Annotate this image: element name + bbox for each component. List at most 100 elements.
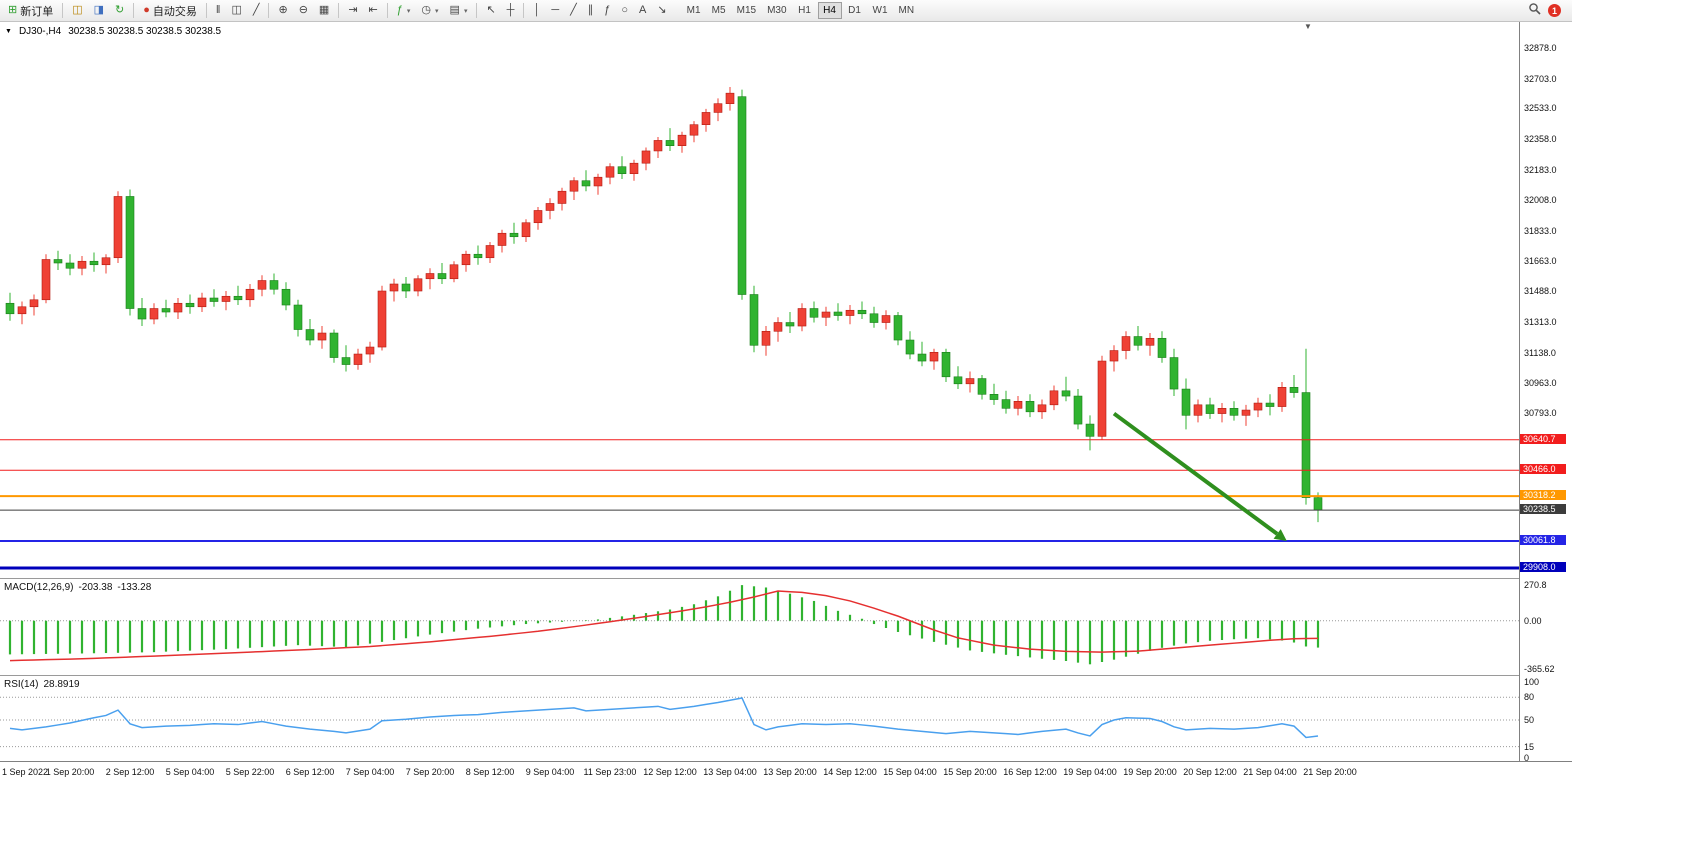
chart-shift-icon: ⇤	[368, 4, 378, 16]
zoom-out-button[interactable]: ⊖	[294, 2, 313, 20]
shapes-button[interactable]: ○	[616, 2, 633, 20]
toolbar-separator	[476, 3, 478, 18]
time-axis-label: 11 Sep 23:00	[583, 767, 637, 777]
autotrade-icon: ●	[143, 4, 150, 16]
candlestick-chart-button[interactable]: ◫	[226, 2, 246, 20]
horizontal-line-button[interactable]: ─	[546, 2, 564, 20]
time-axis-label: 19 Sep 04:00	[1063, 767, 1117, 777]
trend-arrow-head[interactable]	[1273, 529, 1287, 542]
time-axis-label: 13 Sep 04:00	[703, 767, 757, 777]
panel-separator[interactable]	[0, 675, 1572, 676]
macd-histogram	[8, 585, 1320, 665]
arrows-button[interactable]: ↘	[652, 2, 671, 20]
search-icon[interactable]	[1528, 2, 1541, 20]
price-line-badge: 30640.7	[1520, 433, 1566, 444]
chart-shift-button[interactable]: ⇤	[364, 2, 383, 20]
chart-window: ▼ DJ30-,H4 30238.5 30238.5 30238.5 30238…	[0, 22, 1572, 783]
current-price-badge: 30238.5	[1520, 504, 1566, 515]
time-axis-label: 6 Sep 12:00	[285, 767, 335, 777]
time-axis-label: 15 Sep 20:00	[943, 767, 997, 777]
price-line-badge: 29908.0	[1520, 561, 1566, 572]
timeframe-m1[interactable]: M1	[682, 2, 706, 19]
macd-panel[interactable]	[0, 579, 1519, 675]
timeframe-m15[interactable]: M15	[732, 2, 761, 19]
macd-signal-value: -133.28	[117, 582, 152, 593]
trendline-icon: ╱	[570, 4, 577, 16]
timeframe-h4[interactable]: H4	[817, 2, 842, 19]
vertical-line-icon: │	[533, 4, 541, 16]
timeframe-mn[interactable]: MN	[894, 2, 920, 19]
fibonacci-icon: ƒ	[604, 4, 611, 16]
notification-badge[interactable]: 1	[1548, 4, 1561, 17]
channel-button[interactable]: ∥	[583, 2, 599, 20]
price-axis-label: 31488.0	[1524, 286, 1557, 297]
rsi-name: RSI(14)	[4, 679, 39, 690]
rsi-panel[interactable]	[0, 676, 1519, 761]
rsi-axis-label: 0	[1524, 753, 1530, 763]
chevron-down-icon: ▾	[406, 7, 411, 15]
price-axis-label: 31833.0	[1524, 225, 1557, 236]
toolbar-separator	[386, 3, 388, 18]
time-axis-label: 1 Sep 20:00	[45, 767, 95, 777]
templates-button[interactable]: ▤ ▾	[445, 2, 473, 20]
candlestick-series	[5, 87, 1323, 523]
time-axis-label: 21 Sep 04:00	[1243, 767, 1297, 777]
price-line-badge: 30061.8	[1520, 535, 1566, 546]
time-axis-label: 20 Sep 12:00	[1183, 767, 1237, 777]
macd-value: -203.38	[78, 582, 113, 593]
text-icon: A	[639, 4, 647, 16]
timeframe-m5[interactable]: M5	[707, 2, 731, 19]
market-watch-button[interactable]: ◨	[89, 2, 109, 20]
indicators-button[interactable]: ƒ ▾	[392, 2, 416, 20]
timeframe-d1[interactable]: D1	[843, 2, 867, 19]
vertical-line-button[interactable]: │	[528, 2, 545, 20]
price-axis-label: 32358.0	[1524, 134, 1557, 145]
time-axis-label: 9 Sep 04:00	[525, 767, 575, 777]
chevron-down-icon: ▾	[435, 7, 439, 15]
time-axis-label: 19 Sep 20:00	[1123, 767, 1177, 777]
periods-button[interactable]: ◷ ▾	[416, 2, 443, 20]
macd-axis-label: -365.62	[1524, 664, 1555, 674]
trend-arrow-line[interactable]	[1112, 411, 1279, 536]
rsi-line	[9, 697, 1319, 739]
zoom-in-button[interactable]: ⊕	[273, 2, 292, 20]
time-axis-label: 13 Sep 20:00	[763, 767, 817, 777]
line-chart-button[interactable]: ╱	[248, 2, 265, 20]
price-line-badge: 30318.2	[1520, 490, 1566, 501]
chevron-down-icon: ▾	[463, 7, 468, 15]
price-axis-label: 32703.0	[1524, 73, 1557, 84]
price-axis-label: 32878.0	[1524, 43, 1557, 53]
timeframe-h1[interactable]: H1	[793, 2, 817, 19]
time-axis-label: 21 Sep 20:00	[1303, 767, 1357, 777]
autotrade-button[interactable]: ● 自动交易	[138, 2, 202, 20]
time-axis-label: 8 Sep 12:00	[465, 767, 515, 777]
main-chart[interactable]	[0, 22, 1519, 578]
price-axis[interactable]: 32878.0 32703.0 32533.0 32358.0 32183.0 32008…	[1519, 22, 1572, 763]
cursor-button[interactable]: ↖	[481, 2, 500, 20]
trendline-button[interactable]: ╱	[565, 2, 582, 20]
toolbar-right: 1	[1528, 2, 1569, 20]
timeframe-m30[interactable]: M30	[762, 2, 791, 19]
time-axis[interactable]: 1 Sep 2022 1 Sep 20:00 2 Sep 12:00 5 Sep 04…	[0, 761, 1572, 783]
chart-ohlc-values: 30238.5 30238.5 30238.5 30238.5	[68, 26, 222, 37]
fibonacci-button[interactable]: ƒ	[599, 2, 615, 20]
rsi-label: RSI(14) 28.8919	[4, 679, 80, 690]
text-button[interactable]: A	[634, 2, 651, 20]
auto-scroll-button[interactable]: ⇥	[343, 2, 362, 20]
bar-chart-button[interactable]: ‖	[211, 2, 226, 20]
periods-icon: ◷	[421, 4, 432, 16]
time-axis-label: 14 Sep 12:00	[823, 767, 877, 777]
charts-window-button[interactable]: ◫	[67, 2, 87, 20]
timeframe-w1[interactable]: W1	[868, 2, 893, 19]
new-order-button[interactable]: ⊞ 新订单	[3, 2, 58, 20]
collapse-triangle-icon[interactable]: ▼	[5, 28, 12, 35]
panel-separator[interactable]	[0, 578, 1572, 579]
tile-windows-button[interactable]: ▦	[314, 2, 334, 20]
rsi-value: 28.8919	[43, 679, 80, 690]
cursor-icon: ↖	[486, 4, 496, 16]
toolbar-separator	[133, 3, 135, 18]
crosshair-button[interactable]: ┼	[502, 2, 520, 20]
rsi-axis-label: 50	[1524, 715, 1535, 725]
refresh-button[interactable]: ↻	[110, 2, 129, 20]
macd-axis-label: 270.8	[1524, 580, 1547, 590]
